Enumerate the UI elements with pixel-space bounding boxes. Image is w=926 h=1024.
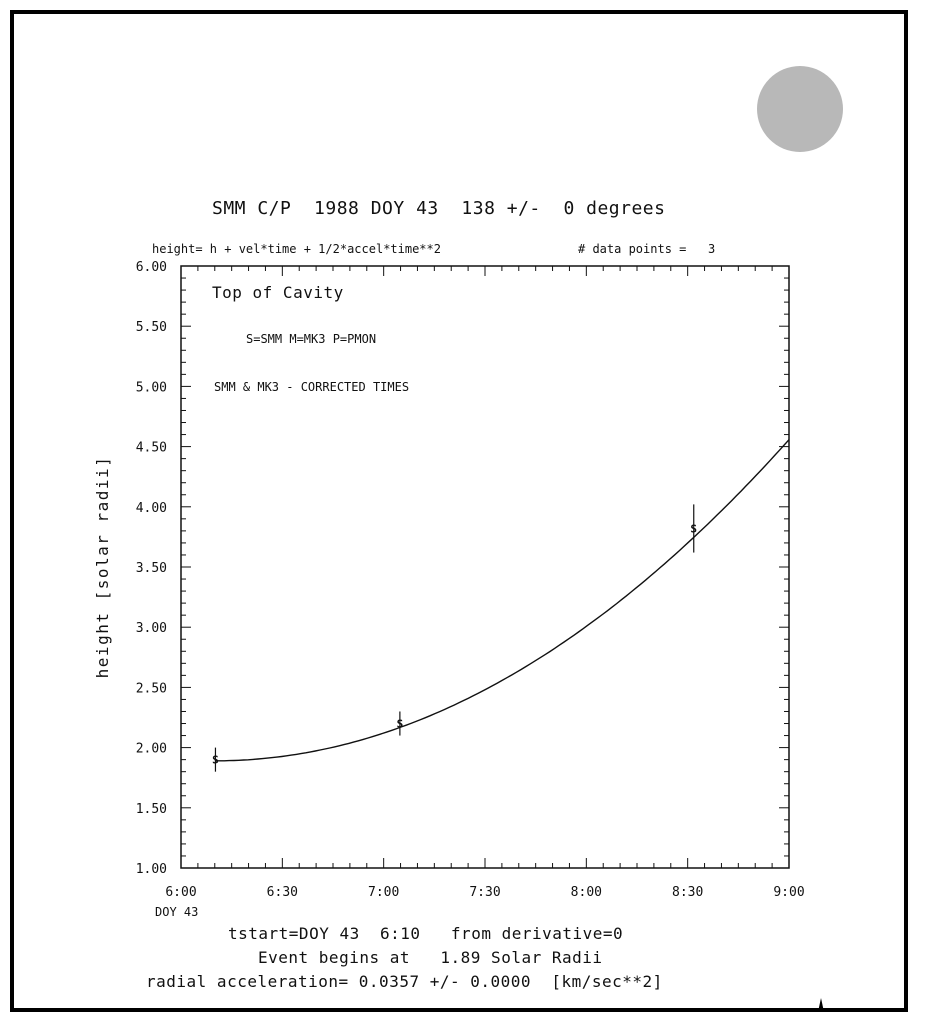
annotation-corrected-times: SMM & MK3 - CORRECTED TIMES xyxy=(214,380,409,394)
x-tick-label: 6:00 xyxy=(165,885,196,900)
data-point-marker: S xyxy=(690,522,697,535)
y-tick-label: 4.50 xyxy=(136,441,167,456)
footer-event-start: Event begins at 1.89 Solar Radii xyxy=(258,948,603,967)
x-sublabel: DOY 43 xyxy=(155,905,198,919)
gray-circle-mark xyxy=(757,66,843,152)
model-equation: height= h + vel*time + 1/2*accel*time**2 xyxy=(152,242,441,256)
x-tick-label: 6:30 xyxy=(267,885,298,900)
x-tick-label: 8:30 xyxy=(672,885,703,900)
data-point-marker: S xyxy=(397,718,404,731)
y-tick-label: 1.00 xyxy=(136,862,167,877)
y-tick-label: 5.00 xyxy=(136,380,167,395)
x-tick-label: 9:00 xyxy=(773,885,804,900)
y-tick-label: 3.50 xyxy=(136,561,167,576)
y-tick-label: 4.00 xyxy=(136,501,167,516)
scan-mark xyxy=(818,998,824,1012)
y-tick-label: 5.50 xyxy=(136,320,167,335)
y-tick-label: 2.50 xyxy=(136,681,167,696)
plot-title: SMM C/P 1988 DOY 43 138 +/- 0 degrees xyxy=(212,198,666,219)
x-tick-label: 7:00 xyxy=(368,885,399,900)
plot-frame xyxy=(180,265,790,869)
annotation-top-of-cavity: Top of Cavity xyxy=(212,283,344,302)
x-tick-label: 8:00 xyxy=(571,885,602,900)
data-points-count: # data points = 3 xyxy=(578,242,716,256)
y-tick-label: 2.00 xyxy=(136,742,167,757)
annotation-legend: S=SMM M=MK3 P=PMON xyxy=(246,332,376,346)
footer-tstart: tstart=DOY 43 6:10 from derivative=0 xyxy=(228,924,624,943)
footer-radial-acceleration: radial acceleration= 0.0357 +/- 0.0000 [… xyxy=(146,972,663,991)
y-axis-label: height [solar radii] xyxy=(93,456,112,679)
page-frame xyxy=(10,10,908,1012)
fit-curve xyxy=(214,439,790,762)
y-tick-label: 1.50 xyxy=(136,802,167,817)
x-tick-label: 7:30 xyxy=(469,885,500,900)
data-point-marker: S xyxy=(212,754,219,767)
y-tick-label: 3.00 xyxy=(136,621,167,636)
y-tick-label: 6.00 xyxy=(136,260,167,275)
